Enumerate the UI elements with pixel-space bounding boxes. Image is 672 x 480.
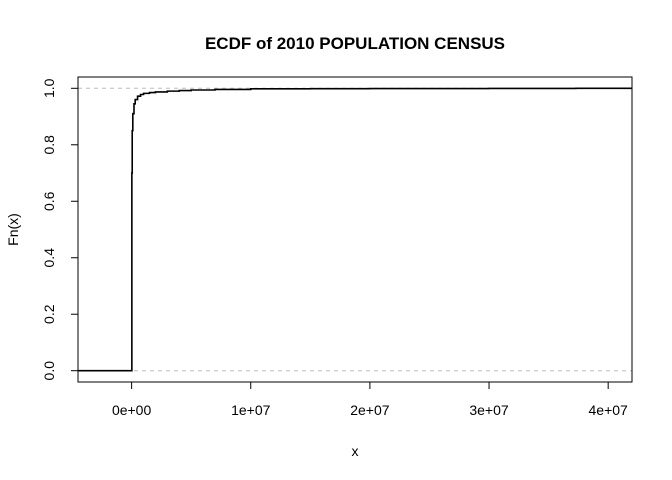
y-tick-label: 1.0 — [41, 78, 57, 98]
reference-lines — [78, 87, 632, 372]
y-tick-label: 0.4 — [41, 248, 57, 268]
x-axis-label: x — [352, 443, 359, 459]
x-tick-label: 3e+07 — [469, 402, 509, 418]
plot-frame — [77, 76, 633, 383]
y-axis: 0.0 0.2 0.4 0.6 0.8 1.0 — [41, 78, 79, 381]
y-tick-label: 0.0 — [41, 361, 57, 381]
x-tick-label: 4e+07 — [589, 402, 629, 418]
ecdf-series-0 — [78, 87, 632, 372]
series-layer — [78, 87, 632, 372]
y-axis-label: Fn(x) — [5, 213, 21, 246]
y-tick-label: 0.8 — [41, 135, 57, 155]
y-tick-label: 0.6 — [41, 191, 57, 211]
x-axis: 0e+00 1e+07 2e+07 3e+07 4e+07 — [112, 381, 629, 418]
y-tick-label: 0.2 — [41, 304, 57, 324]
x-tick-label: 0e+00 — [112, 402, 152, 418]
chart-title: ECDF of 2010 POPULATION CENSUS — [205, 34, 505, 53]
x-tick-label: 1e+07 — [231, 402, 271, 418]
x-tick-label: 2e+07 — [350, 402, 390, 418]
